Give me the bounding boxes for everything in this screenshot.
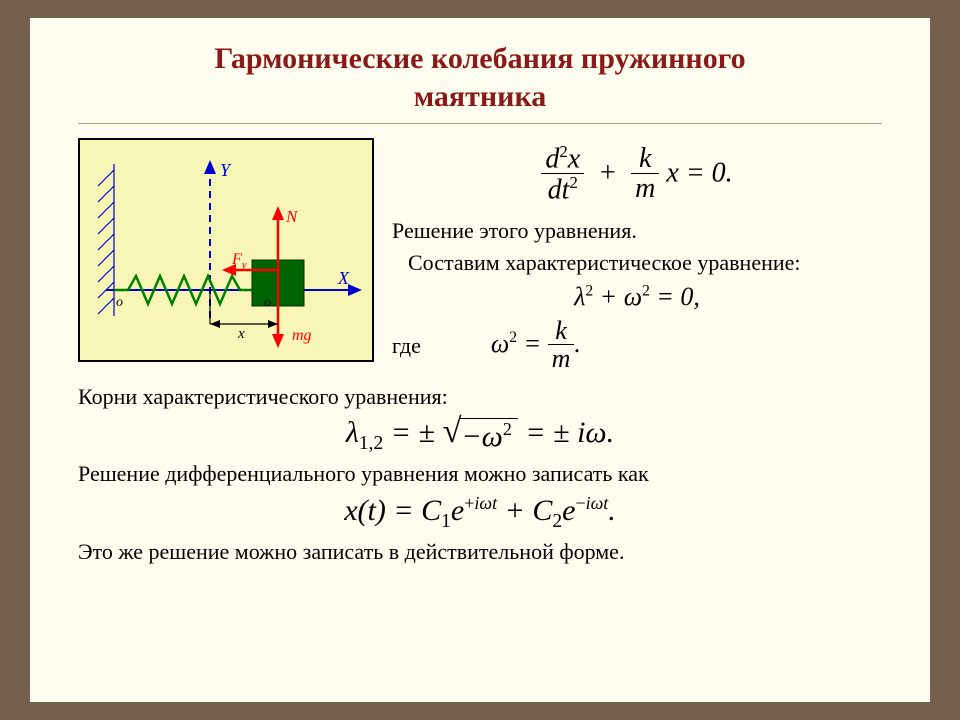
equation-characteristic: λ2 + ω2 = 0, xyxy=(392,282,882,312)
equation-omega-def: ω2 = km. xyxy=(491,318,581,374)
eq1-zero: 0. xyxy=(712,158,733,189)
top-row: Y X N Fу mg x o o d2xdt2 + km x = 0. Реш… xyxy=(78,138,882,374)
svg-text:X: X xyxy=(337,268,350,288)
spring-pendulum-diagram: Y X N Fу mg x o o xyxy=(78,138,374,362)
svg-text:mg: mg xyxy=(292,327,312,344)
diagram-svg: Y X N Fу mg x o o xyxy=(80,140,376,364)
title-line-1: Гармонические колебания пружинного xyxy=(214,42,745,75)
slide: Гармонические колебания пружинного маятн… xyxy=(30,18,930,702)
title-line-2: маятника xyxy=(414,80,547,113)
svg-text:N: N xyxy=(285,207,299,226)
text-diff-solution: Решение дифференциального уравнения можн… xyxy=(78,461,882,487)
title-divider xyxy=(78,123,882,124)
svg-text:o: o xyxy=(116,295,123,310)
slide-title: Гармонические колебания пружинного маятн… xyxy=(78,40,882,115)
equation-general-solution: x(t) = C1e+iωt + C2e−iωt. xyxy=(78,493,882,533)
text-compose-char: Составим характеристическое уравнение: xyxy=(408,250,882,276)
where-row: где ω2 = km. xyxy=(392,318,882,374)
svg-text:x: x xyxy=(237,326,245,342)
text-solution-of: Решение этого уравнения. xyxy=(392,218,882,244)
equation-roots: λ1,2 = ± √−ω2 = ± iω. xyxy=(78,416,882,455)
svg-text:Y: Y xyxy=(220,160,232,180)
text-where: где xyxy=(392,333,421,359)
right-column: d2xdt2 + km x = 0. Решение этого уравнен… xyxy=(392,138,882,374)
equation-ode: d2xdt2 + km x = 0. xyxy=(392,144,882,206)
svg-text:o: o xyxy=(264,295,271,310)
text-roots: Корни характеристического уравнения: xyxy=(78,384,882,410)
text-real-form: Это же решение можно записать в действит… xyxy=(78,539,882,565)
